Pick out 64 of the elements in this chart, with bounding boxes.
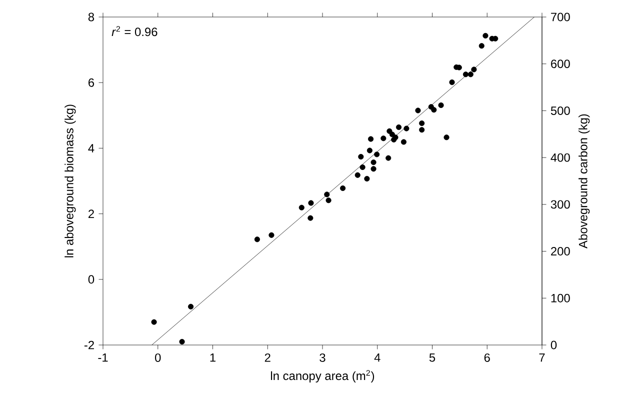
point [482, 32, 488, 38]
point [308, 200, 314, 206]
point [468, 72, 474, 78]
y2-tick-label: 700 [551, 12, 570, 22]
point [179, 338, 185, 345]
point [254, 236, 260, 242]
point [188, 304, 194, 310]
point [404, 126, 410, 132]
point [354, 172, 360, 178]
x-tick-label: -1 [98, 353, 108, 362]
x-tick-label: 1 [210, 353, 216, 362]
y2-tick-label: 500 [550, 106, 570, 115]
point [364, 176, 370, 182]
x-tick-label: 2 [264, 353, 270, 362]
point [478, 43, 484, 49]
y2-tick-label: 0 [550, 340, 557, 350]
point [370, 160, 376, 166]
x-tick-label: 6 [484, 353, 490, 362]
y2-tick-label: 600 [551, 60, 570, 68]
x-axis-title: ln canopy area (m$^{2}$) [271, 370, 374, 382]
y-tick-label: -2 [84, 340, 94, 350]
point [462, 72, 469, 78]
point [360, 164, 366, 170]
point [368, 136, 374, 142]
point [268, 232, 274, 238]
point [358, 154, 364, 160]
annotation: r$^{2}$ = 0.96 [112, 26, 158, 36]
point [324, 192, 330, 198]
point [400, 139, 407, 145]
point [308, 215, 314, 221]
y2-tick-label: 200 [551, 247, 570, 256]
y2-axis-title: Aboveground carbon (kg) [578, 114, 590, 248]
point [380, 136, 386, 142]
y-tick-label: 8 [88, 12, 94, 22]
point [449, 79, 455, 86]
point [396, 124, 402, 130]
point [419, 120, 425, 126]
point [366, 148, 372, 154]
y2-tick-label: 400 [550, 153, 570, 162]
point [471, 66, 477, 72]
point [340, 185, 346, 192]
point [438, 102, 444, 108]
point [370, 166, 376, 172]
y2-tick-label: 300 [550, 200, 570, 209]
y-tick-label: 6 [88, 78, 94, 87]
point [444, 134, 450, 140]
x-tick-label: 5 [429, 353, 436, 362]
x-tick-label: 4 [374, 353, 380, 362]
y2-tick-label: 100 [551, 294, 570, 302]
point [419, 127, 425, 133]
point [298, 204, 304, 210]
y-tick-label: 0 [88, 275, 94, 284]
point [151, 319, 157, 325]
y-tick-label: 4 [88, 144, 94, 152]
point [386, 155, 392, 161]
y-axis-title: ln aboveground biomass (kg) [64, 104, 76, 258]
point [431, 107, 437, 113]
point [374, 152, 380, 158]
point [415, 108, 421, 114]
x-tick-label: 3 [320, 353, 326, 362]
x-tick-label: 0 [155, 353, 161, 362]
x-tick-label: 7 [539, 353, 545, 362]
point [326, 198, 332, 204]
y-tick-label: 2 [88, 210, 94, 218]
